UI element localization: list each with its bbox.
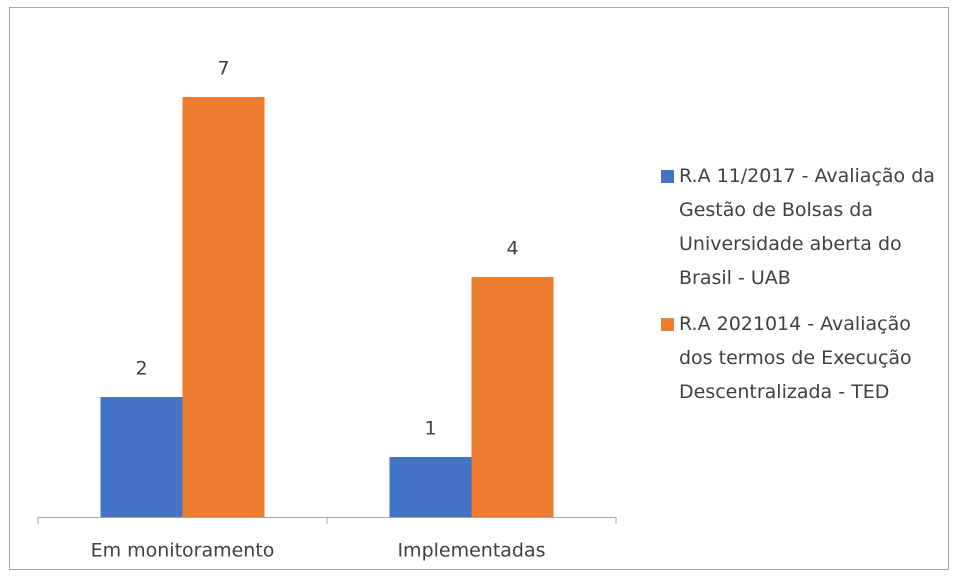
x-tick-label: Em monitoramento <box>91 540 275 562</box>
legend-entry: R.A 2021014 - Avaliação dos termos de Ex… <box>661 307 946 409</box>
legend-swatch <box>661 170 674 183</box>
data-label: 4 <box>506 238 518 260</box>
x-tick-label: Implementadas <box>397 540 545 562</box>
bar <box>471 277 554 517</box>
data-label: 7 <box>217 58 229 80</box>
legend-entry: R.A 11/2017 - Avaliação da Gestão de Bol… <box>661 159 946 295</box>
data-label: 2 <box>135 358 147 380</box>
legend-swatch <box>661 318 674 331</box>
legend-label: R.A 11/2017 - Avaliação da Gestão de Bol… <box>679 165 935 289</box>
bar <box>100 397 183 517</box>
bar <box>182 97 265 517</box>
legend-label: R.A 2021014 - Avaliação dos termos de Ex… <box>679 313 912 403</box>
bar <box>389 457 472 517</box>
data-label: 1 <box>424 418 436 440</box>
